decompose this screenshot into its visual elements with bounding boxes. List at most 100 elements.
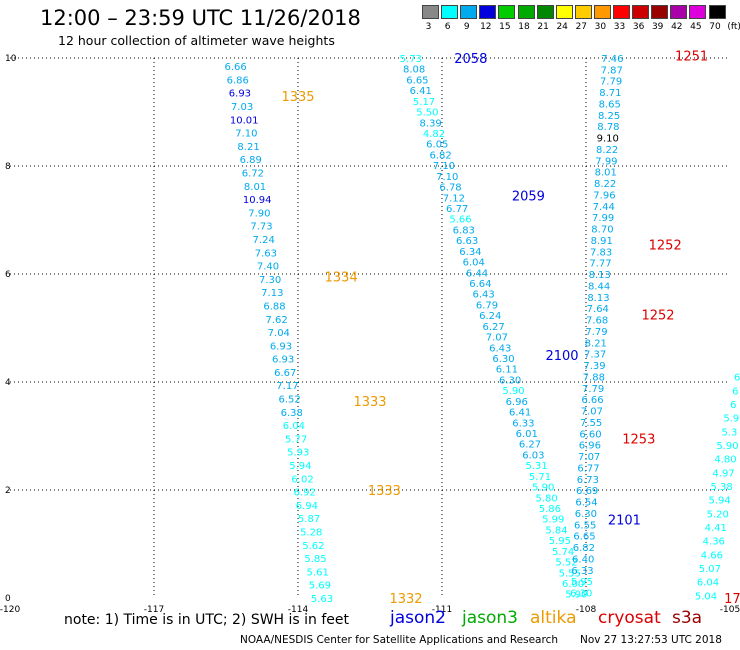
wave-height-value: 7.79 [582, 384, 604, 395]
footnote: note: 1) Time is in UTC; 2) SWH is in fe… [64, 612, 350, 628]
wave-height-value: 7.07 [581, 407, 603, 418]
wave-height-value: 7.12 [443, 193, 465, 204]
scale-label: 9 [463, 22, 470, 32]
wave-height-value: 6.34 [459, 247, 481, 258]
pass-time-label: 1332 [389, 592, 422, 607]
wave-height-value: 8.70 [591, 225, 613, 236]
satellite-cryosat: cryosat [598, 608, 661, 628]
scale-swatch [422, 5, 439, 19]
wave-height-value: 7.96 [593, 190, 615, 201]
wave-height-value: 8.22 [594, 179, 616, 190]
wave-height-value: 6.27 [519, 440, 541, 451]
altimeter-tracks: 6.66 6.86 6.93 7.03 10.01 7.10 8.21 6.89 6.72 8.0… [224, 54, 740, 605]
credit-text: NOAA/NESDIS Center for Satellite Applica… [240, 634, 558, 646]
wave-height-value: 6.78 [439, 183, 461, 194]
wave-height-value: 6.41 [410, 86, 432, 97]
track-c: 7.467.877.798.718.658.258.789.108.227.99… [570, 54, 623, 600]
wave-height-value: 6.86 [227, 75, 249, 86]
wave-height-value: 7.10 [433, 161, 455, 172]
wave-height-value: 6.55 [574, 520, 596, 531]
scale-swatch [593, 5, 611, 19]
wave-height-value: 6.83 [453, 225, 475, 236]
wave-height-value: 6.02 [291, 474, 313, 485]
satellite-s3a: s3a [672, 608, 703, 628]
wave-height-value: 10.94 [243, 195, 272, 206]
wave-height-value: 7.99 [592, 213, 614, 224]
wave-height-value: 5.3 [721, 427, 737, 438]
wave-height-value: 7.10 [436, 172, 458, 183]
scale-label: 3 [425, 22, 432, 32]
wave-height-value: 5.61 [307, 567, 329, 578]
page-subtitle: 12 hour collection of altimeter wave hei… [58, 33, 335, 48]
wave-height-value: 5.9 [723, 414, 739, 425]
wave-height-value: 6.67 [274, 368, 296, 379]
satellite-jason3: jason3 [462, 608, 518, 628]
y-tick-label: 8 [5, 162, 11, 172]
wave-height-value: 5.55 [559, 568, 581, 579]
scale-label: 70 [709, 22, 721, 32]
pass-time-labels: 1335 1334 1333 1333 1332 2058 2059 2100 2101 1251… [281, 49, 740, 607]
wave-height-value: 7.03 [231, 102, 253, 113]
track-b: 5.738.086.656.415.175.508.394.826.056.82… [400, 54, 588, 601]
scale-label: (ft) [727, 22, 740, 32]
wave-height-value: 6.30 [492, 354, 514, 365]
wave-height-value: 6.27 [482, 322, 504, 333]
wave-height-value: 8.01 [244, 182, 266, 193]
wave-height-value: 6.72 [242, 168, 264, 179]
wave-height-value: 6.64 [469, 279, 491, 290]
pass-time-label: 2059 [512, 190, 545, 205]
wave-height-value: 5.90 [532, 483, 554, 494]
pass-time-label: 1334 [325, 271, 358, 286]
x-tick-label: -117 [144, 605, 164, 615]
scale-label: 36 [632, 22, 645, 32]
wave-height-value: 5.73 [400, 54, 422, 65]
wave-height-value: 6.66 [581, 395, 603, 406]
wave-height-value: 5.50 [416, 108, 438, 119]
wave-height-value: 5.77 [285, 434, 307, 445]
x-tick-label: -114 [288, 605, 309, 615]
pass-time-label: 17 [724, 592, 740, 607]
wave-height-value: 4.66 [701, 550, 723, 561]
wave-height-value: 6.04 [283, 421, 305, 432]
grid-lines [10, 57, 730, 598]
x-tick-label: -108 [576, 605, 597, 615]
wave-height-value: 5.99 [542, 515, 564, 526]
pass-time-label: 2058 [454, 52, 487, 67]
x-tick-label: -120 [0, 605, 20, 615]
wave-height-value: 8.13 [587, 293, 609, 304]
wave-height-value: 8.13 [589, 270, 611, 281]
generated-timestamp: Nov 27 13:27:53 UTC 2018 [580, 634, 722, 646]
wave-height-value: 6.77 [446, 204, 468, 215]
wave-height-value: 7.24 [253, 235, 275, 246]
wave-height-value: 7.07 [578, 452, 600, 463]
wave-height-value: 6.04 [463, 258, 485, 269]
scale-swatch [536, 5, 554, 19]
wave-height-value: 6.82 [573, 543, 595, 554]
axis-ticks: -120 -117 -114 -111 -108 -105 0 2 4 6 8 10 [0, 54, 740, 615]
scale-label: 33 [613, 22, 626, 32]
scale-label: 18 [518, 22, 530, 32]
wave-height-value: 6.41 [509, 408, 531, 419]
wave-height-value: 7.55 [580, 418, 602, 429]
wave-height-value: 7.68 [586, 316, 608, 327]
wave-height-value: 6.30 [575, 509, 597, 520]
scale-label: 12 [480, 22, 492, 32]
wave-height-value: 5.84 [545, 525, 567, 536]
scale-swatch [651, 5, 669, 19]
wave-height-value: 6.66 [224, 62, 246, 73]
wave-height-value: 7.17 [276, 381, 298, 392]
wave-height-value: 6.43 [473, 290, 495, 301]
wave-height-value: 8.21 [237, 142, 259, 153]
wave-height-value: 5.94 [289, 461, 311, 472]
y-tick-label: 0 [5, 594, 11, 604]
pass-time-label: 1252 [641, 309, 674, 324]
wave-height-value: 7.46 [601, 54, 623, 65]
pass-time-label: 1253 [622, 433, 655, 448]
wave-height-value: 6.96 [579, 441, 601, 452]
track-a: 6.66 6.86 6.93 7.03 10.01 7.10 8.21 6.89 6.72 8.0… [224, 62, 333, 605]
wave-height-value: 6.65 [406, 75, 428, 86]
wave-height-value: 8.39 [420, 118, 442, 129]
wave-height-value: 7.37 [584, 350, 606, 361]
wave-height-value: 5.85 [304, 554, 326, 565]
wave-height-value: 6.60 [579, 429, 601, 440]
